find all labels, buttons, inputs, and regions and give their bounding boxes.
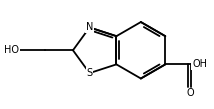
Text: N: N xyxy=(86,22,93,32)
Text: O: O xyxy=(187,88,195,98)
Text: HO: HO xyxy=(4,45,19,55)
Text: OH: OH xyxy=(192,59,207,69)
Text: S: S xyxy=(86,68,93,78)
